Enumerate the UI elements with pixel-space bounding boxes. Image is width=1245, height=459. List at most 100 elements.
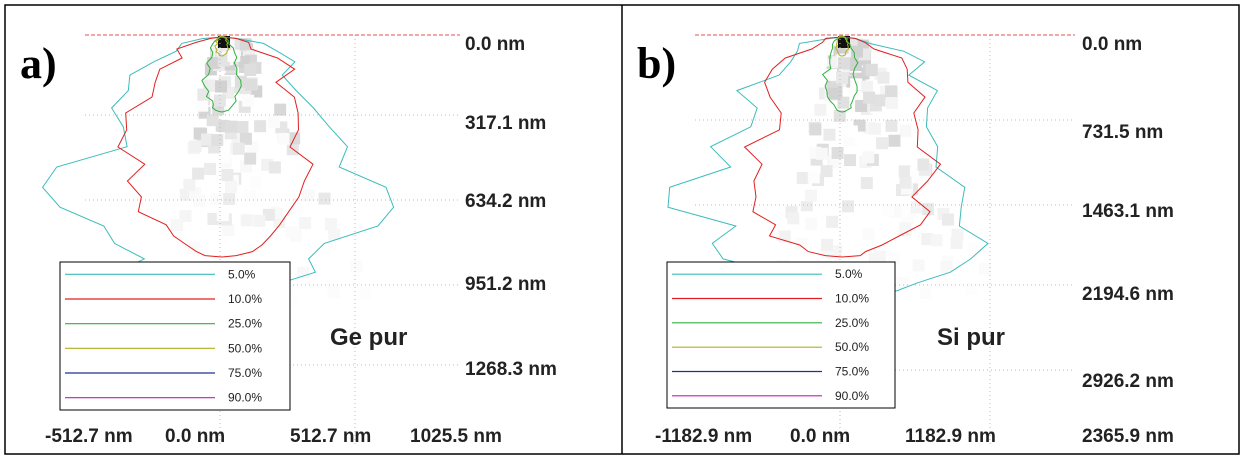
density-cell bbox=[869, 122, 882, 135]
y-tick-label: 634.2 nm bbox=[465, 191, 546, 212]
density-cell bbox=[217, 54, 230, 67]
legend-label: 25.0% bbox=[835, 316, 869, 330]
density-cell bbox=[863, 91, 876, 104]
legend-box bbox=[59, 261, 291, 411]
legend-label: 5.0% bbox=[228, 267, 256, 281]
x-tick-label: 1025.5 nm bbox=[410, 426, 502, 447]
density-cell bbox=[207, 212, 220, 225]
density-cell bbox=[825, 68, 838, 81]
contour bbox=[821, 36, 859, 113]
density-cell bbox=[201, 133, 214, 146]
density-cell bbox=[845, 125, 858, 138]
density-cell bbox=[225, 180, 238, 193]
density-cell bbox=[183, 178, 196, 191]
density-cell bbox=[274, 103, 287, 116]
y-tick-label: 951.2 nm bbox=[465, 274, 546, 295]
density-cell bbox=[807, 171, 820, 184]
material-label: Ge pur bbox=[330, 324, 407, 351]
density-cell bbox=[232, 142, 245, 155]
contour bbox=[201, 36, 242, 113]
legend-label: 90.0% bbox=[835, 389, 869, 403]
x-tick-label: -512.7 nm bbox=[45, 426, 133, 447]
density-cell bbox=[877, 71, 890, 84]
density-cell bbox=[873, 94, 886, 107]
density-cell bbox=[328, 286, 341, 299]
density-cell bbox=[227, 49, 240, 62]
legend-label: 90.0% bbox=[228, 391, 262, 405]
density-cell bbox=[800, 199, 813, 212]
density-cell bbox=[297, 294, 310, 307]
density-cell bbox=[940, 261, 953, 274]
x-tick-label: -1182.9 nm bbox=[655, 426, 752, 447]
density-cell bbox=[796, 172, 809, 185]
density-cell bbox=[979, 263, 992, 276]
density-cell bbox=[216, 209, 229, 222]
y-tick-label: 0.0 nm bbox=[1082, 34, 1142, 55]
density-cell bbox=[815, 147, 828, 160]
density-cell bbox=[787, 212, 800, 225]
density-cell bbox=[876, 137, 889, 150]
density-cell bbox=[217, 151, 230, 164]
density-cell bbox=[207, 57, 220, 70]
density-cell bbox=[804, 217, 817, 230]
density-cell bbox=[885, 97, 898, 110]
density-cell bbox=[842, 200, 855, 213]
density-cell bbox=[225, 120, 238, 133]
x-tick-label: 1182.9 nm bbox=[905, 426, 996, 447]
y-tick-label: 731.5 nm bbox=[1082, 122, 1163, 143]
density-cell bbox=[951, 228, 964, 241]
density-cell bbox=[861, 80, 874, 93]
legend-label: 5.0% bbox=[835, 267, 863, 281]
density-cell bbox=[236, 121, 249, 134]
density-cell bbox=[285, 226, 298, 239]
density-cell bbox=[244, 63, 257, 76]
density-cell bbox=[277, 132, 290, 145]
density-cell bbox=[862, 151, 875, 164]
density-cell bbox=[221, 169, 234, 182]
density-cell bbox=[213, 94, 226, 107]
density-cell bbox=[239, 38, 252, 51]
density-cell bbox=[318, 192, 331, 205]
density-cell bbox=[302, 189, 315, 202]
density-cell bbox=[828, 87, 841, 100]
density-cell bbox=[860, 176, 873, 189]
density-cell bbox=[967, 243, 980, 256]
density-cell bbox=[809, 123, 822, 136]
density-cell bbox=[192, 167, 205, 180]
material-label: Si pur bbox=[937, 324, 1005, 351]
density-cell bbox=[826, 215, 839, 228]
density-cell bbox=[862, 228, 875, 241]
density-cell bbox=[222, 223, 235, 236]
density-cell bbox=[865, 63, 878, 76]
density-cell bbox=[211, 193, 224, 206]
density-cell bbox=[240, 214, 253, 227]
legend-label: 10.0% bbox=[228, 292, 262, 306]
density-cell bbox=[344, 296, 357, 309]
legend-label: 25.0% bbox=[228, 317, 262, 331]
panel-label: b) bbox=[637, 39, 676, 88]
density-cell bbox=[320, 242, 333, 255]
contour bbox=[117, 36, 314, 258]
density-cell bbox=[896, 276, 909, 289]
density-cell bbox=[919, 287, 932, 300]
density-cell bbox=[831, 146, 844, 159]
y-tick-label: 317.1 nm bbox=[465, 113, 546, 134]
density-cell bbox=[189, 140, 202, 153]
contour bbox=[214, 35, 230, 57]
legend-box bbox=[666, 261, 896, 409]
legend-label: 10.0% bbox=[835, 292, 869, 306]
density-cell bbox=[350, 260, 363, 273]
density-cell bbox=[238, 55, 251, 68]
density-cell bbox=[262, 208, 275, 221]
density-cell bbox=[836, 72, 849, 85]
y-tick-label: 2926.2 nm bbox=[1082, 371, 1174, 392]
density-cell bbox=[965, 282, 978, 295]
density-cell bbox=[245, 78, 258, 91]
density-cell bbox=[242, 94, 255, 107]
density-cell bbox=[912, 259, 925, 272]
density-cell bbox=[885, 85, 898, 98]
density-cell bbox=[820, 165, 833, 178]
density-cell bbox=[197, 88, 210, 101]
density-cell bbox=[204, 163, 217, 176]
